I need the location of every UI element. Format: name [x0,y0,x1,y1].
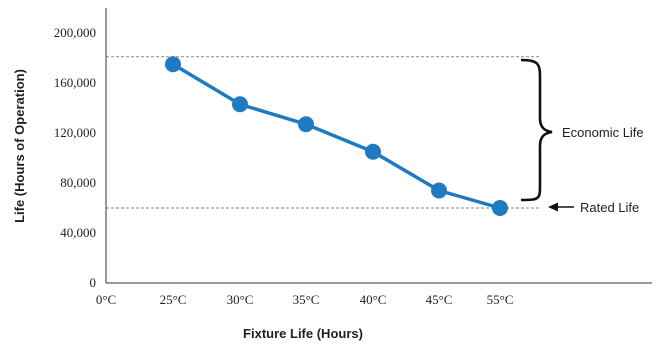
data-point [165,56,181,73]
y-tick-label: 80,000 [60,175,96,190]
y-axis-title: Life (Hours of Operation) [12,69,27,223]
rated-life-arrow-head [548,202,558,212]
data-point [492,200,508,216]
y-tick-labels: 0 40,000 80,000 120,000 160,000 200,000 [54,25,96,290]
y-tick-label: 0 [90,275,97,290]
x-tick-label: 0°C [96,292,116,307]
x-tick-label: 25°C [160,292,187,307]
x-tick-labels: 0°C 25°C 30°C 35°C 40°C 45°C 55°C [96,292,514,307]
x-tick-label: 40°C [360,292,387,307]
rated-life-label: Rated Life [580,200,639,215]
data-point [365,143,381,160]
x-tick-label: 35°C [293,292,320,307]
x-axis-title: Fixture Life (Hours) [243,326,363,341]
x-tick-label: 55°C [487,292,514,307]
axes [105,8,652,284]
data-point [431,182,447,199]
reference-lines [106,56,541,209]
data-point [232,96,248,113]
series-line [165,56,508,216]
economic-life-brace [520,58,553,202]
y-tick-label: 120,000 [54,125,96,140]
series-polyline [172,62,501,210]
data-point [298,116,314,133]
y-tick-label: 200,000 [54,25,96,40]
y-tick-label: 160,000 [54,75,96,90]
annotations: Economic Life Rated Life [520,58,644,215]
y-tick-label: 40,000 [60,225,96,240]
x-tick-label: 45°C [426,292,453,307]
x-tick-label: 30°C [227,292,254,307]
economic-life-label: Economic Life [562,125,644,140]
